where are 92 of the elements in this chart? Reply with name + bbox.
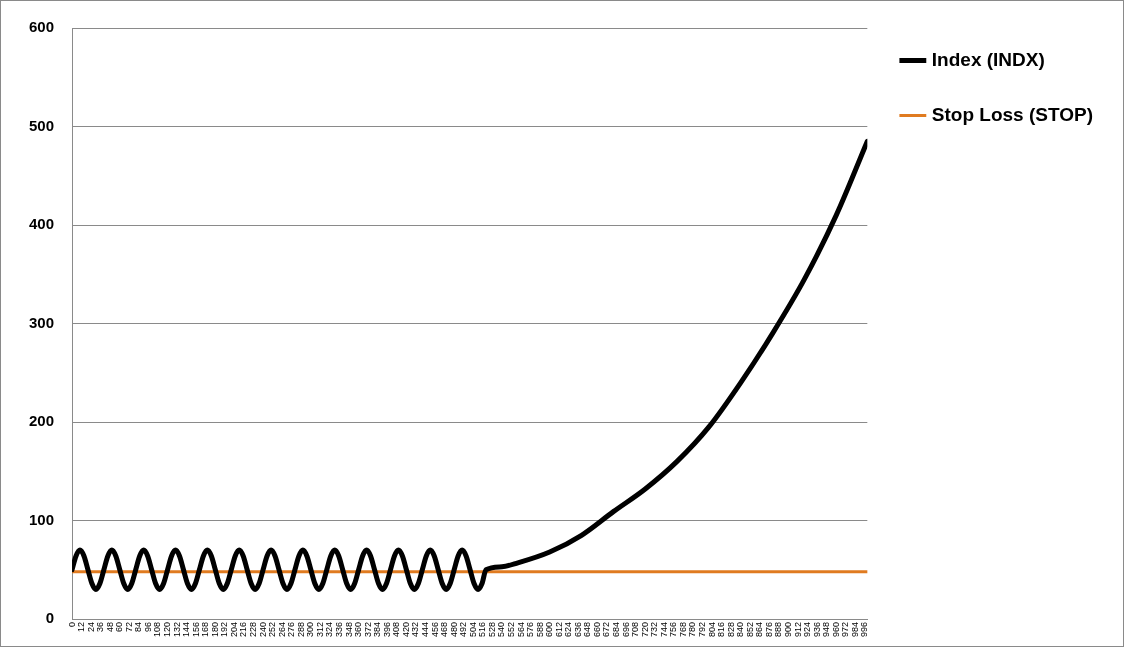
legend-label: Index (INDX) (931, 48, 1045, 70)
x-tick-label: 828 (725, 622, 736, 638)
x-tick-label: 732 (649, 622, 660, 638)
x-tick-label: 720 (639, 622, 650, 638)
x-tick-label: 840 (735, 622, 746, 638)
x-tick-label: 144 (181, 622, 192, 638)
x-tick-label: 132 (171, 622, 182, 638)
x-tick-label: 924 (802, 622, 813, 638)
x-tick-label: 120 (162, 622, 173, 638)
x-tick-label: 684 (611, 622, 622, 638)
x-tick-label: 696 (620, 622, 631, 638)
x-tick-label: 864 (754, 622, 765, 638)
x-tick-label: 288 (295, 622, 306, 638)
x-tick-label: 660 (591, 622, 602, 638)
x-tick-label: 540 (496, 622, 507, 638)
y-tick-label: 200 (29, 412, 55, 430)
x-tick-label: 960 (830, 622, 841, 638)
x-tick-label: 468 (439, 622, 450, 638)
x-tick-label: 912 (792, 622, 803, 638)
x-tick-label: 240 (257, 622, 268, 638)
x-tick-label: 396 (381, 622, 392, 638)
x-tick-label: 504 (467, 622, 478, 638)
x-tick-label: 636 (572, 622, 583, 638)
x-tick-label: 648 (582, 622, 593, 638)
x-tick-label: 816 (716, 622, 727, 638)
x-tick-label: 72 (123, 622, 134, 633)
x-tick-label: 852 (744, 622, 755, 638)
x-tick-label: 324 (324, 622, 335, 638)
x-tick-label: 192 (219, 622, 230, 638)
x-tick-label: 528 (486, 622, 497, 638)
x-tick-label: 516 (477, 622, 488, 638)
x-tick-label: 60 (114, 622, 125, 633)
x-tick-label: 984 (849, 622, 860, 638)
x-tick-label: 168 (200, 622, 211, 638)
y-tick-label: 400 (29, 215, 55, 233)
x-tick-label: 936 (811, 622, 822, 638)
x-tick-label: 336 (334, 622, 345, 638)
x-tick-label: 420 (400, 622, 411, 638)
x-tick-label: 996 (859, 622, 870, 638)
x-tick-label: 588 (534, 622, 545, 638)
y-tick-label: 500 (29, 116, 55, 134)
x-tick-label: 204 (228, 622, 239, 638)
x-tick-label: 600 (544, 622, 555, 638)
x-tick-label: 780 (687, 622, 698, 638)
x-tick-label: 300 (305, 622, 316, 638)
x-tick-label: 312 (314, 622, 325, 638)
x-tick-label: 804 (706, 622, 717, 638)
x-tick-label: 360 (353, 622, 364, 638)
x-tick-label: 84 (133, 622, 144, 633)
x-tick-label: 888 (773, 622, 784, 638)
x-tick-label: 576 (525, 622, 536, 638)
x-tick-label: 672 (601, 622, 612, 638)
x-tick-label: 48 (104, 622, 115, 633)
x-tick-label: 216 (238, 622, 249, 638)
x-tick-label: 480 (448, 622, 459, 638)
x-tick-label: 948 (821, 622, 832, 638)
x-tick-label: 24 (85, 622, 96, 633)
x-tick-label: 708 (630, 622, 641, 638)
x-tick-label: 900 (783, 622, 794, 638)
x-tick-label: 156 (190, 622, 201, 638)
x-tick-label: 372 (362, 622, 373, 638)
x-tick-label: 96 (142, 622, 153, 633)
x-tick-label: 348 (343, 622, 354, 638)
x-tick-label: 876 (763, 622, 774, 638)
x-tick-label: 0 (66, 622, 77, 628)
x-tick-label: 264 (276, 622, 287, 638)
x-tick-label: 624 (563, 622, 574, 638)
x-tick-label: 552 (505, 622, 516, 638)
x-tick-label: 792 (697, 622, 708, 638)
x-tick-label: 108 (152, 622, 163, 638)
x-tick-label: 564 (515, 622, 526, 638)
x-tick-label: 252 (267, 622, 278, 638)
y-tick-label: 300 (29, 313, 55, 331)
x-tick-label: 276 (286, 622, 297, 638)
x-tick-label: 432 (410, 622, 421, 638)
x-tick-label: 444 (419, 622, 430, 638)
x-tick-label: 972 (840, 622, 851, 638)
legend-label: Stop Loss (STOP) (931, 103, 1094, 125)
x-tick-label: 12 (76, 622, 87, 633)
x-tick-label: 36 (95, 622, 106, 633)
x-tick-label: 456 (429, 622, 440, 638)
x-tick-label: 768 (677, 622, 688, 638)
x-tick-label: 408 (391, 622, 402, 638)
y-tick-label: 100 (29, 510, 55, 528)
x-tick-label: 384 (372, 622, 383, 638)
x-tick-label: 744 (658, 622, 669, 638)
x-tick-label: 492 (458, 622, 469, 638)
x-tick-label: 228 (248, 622, 259, 638)
x-tick-label: 756 (668, 622, 679, 638)
x-tick-label: 612 (553, 622, 564, 638)
y-tick-label: 600 (29, 18, 55, 36)
x-tick-label: 180 (209, 622, 220, 638)
